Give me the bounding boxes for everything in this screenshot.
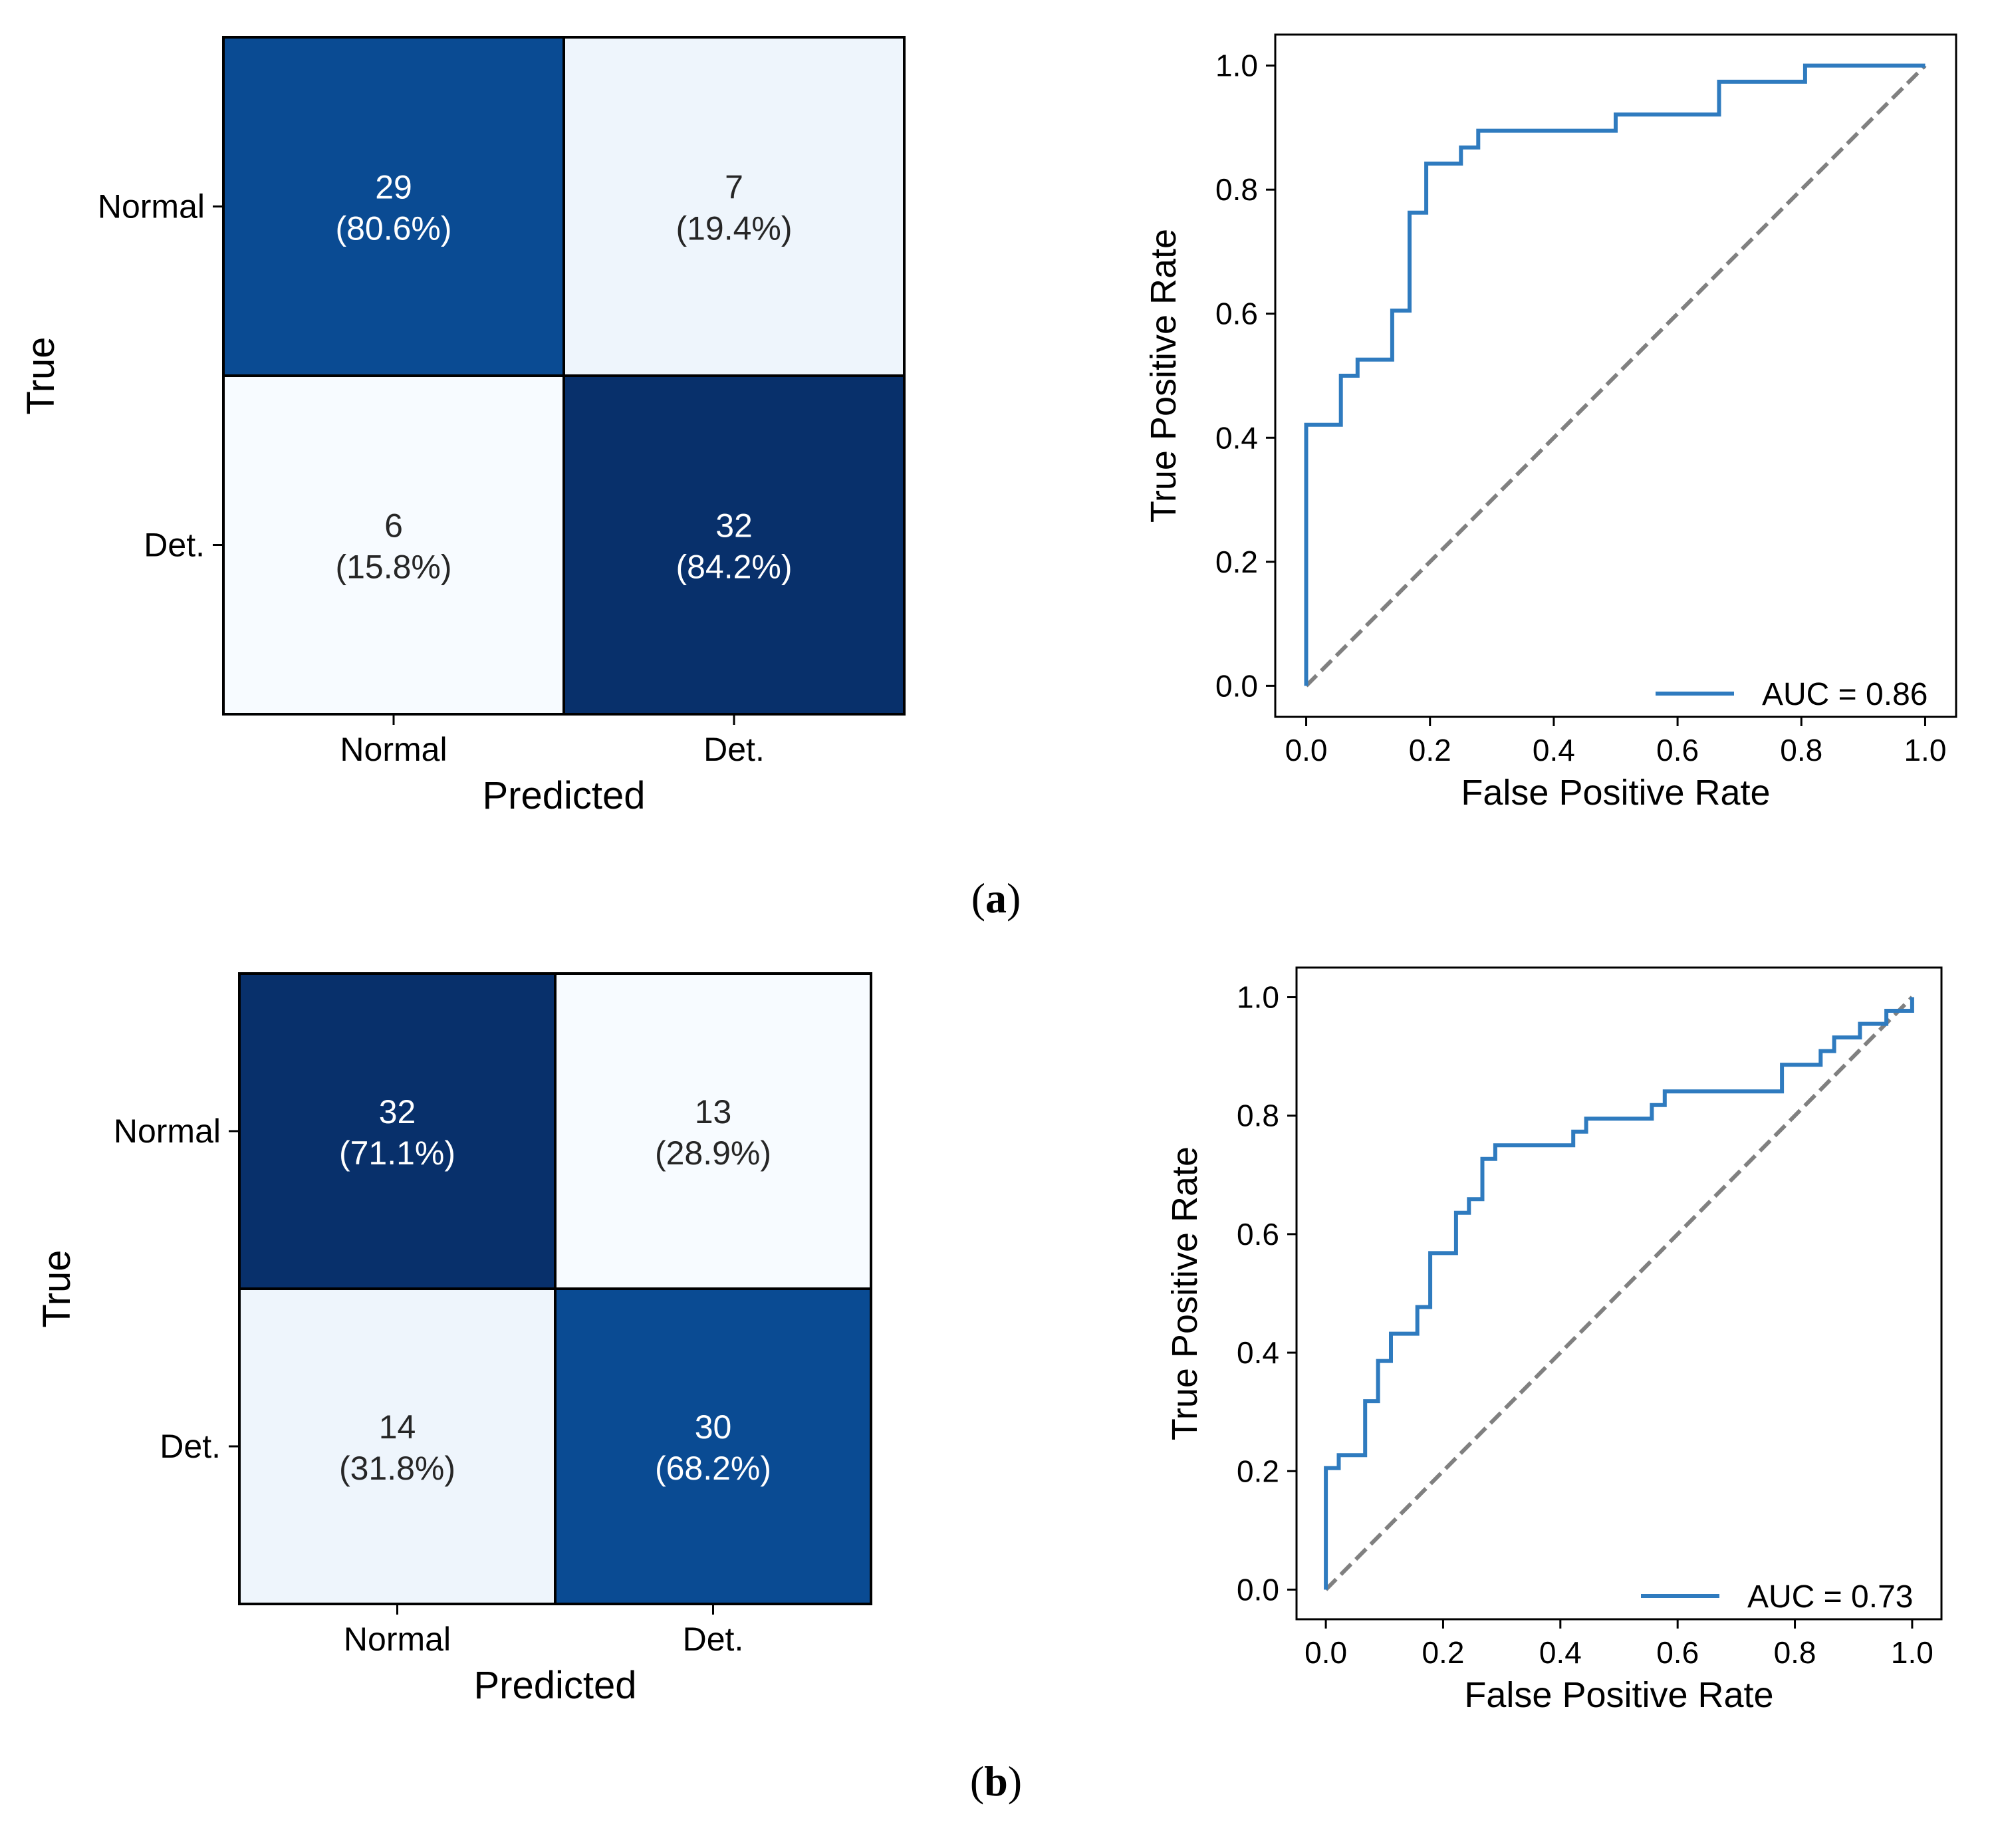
cm-cell: [554, 972, 872, 1290]
cm-x-axis-title: Predicted: [473, 1664, 636, 1707]
cm-x-tick-label: Normal: [340, 731, 447, 768]
roc-x-tick-label: 0.2: [1409, 733, 1451, 767]
cm-cell-count: 6: [384, 507, 403, 545]
roc-y-tick-label: 0.2: [1237, 1454, 1279, 1488]
cm-cell-percent: (19.4%): [676, 210, 792, 247]
cm-x-tick-label: Det.: [703, 731, 765, 768]
caption-a-close: ): [1007, 874, 1021, 922]
cm-frame: [222, 36, 906, 716]
roc-x-tick-label: 0.4: [1539, 1635, 1582, 1670]
cm-cell-count: 32: [715, 507, 753, 545]
roc-chance-diagonal: [1324, 995, 1914, 1591]
cm-cell: [238, 1287, 557, 1605]
roc-x-tick-label: 0.4: [1533, 733, 1575, 767]
cm-y-tick-label: Det.: [160, 1428, 221, 1465]
roc-axes-frame: [1295, 966, 1943, 1621]
cm-y-axis-title: True: [35, 1250, 78, 1327]
cm-y-tick-label: Normal: [114, 1113, 221, 1150]
caption-a-open: (: [971, 874, 985, 922]
roc-curve-a: 0.0 0.2 0.4 0.6 0.8 1.0 0.0 0.2 0.4 0.6 0.8 1.0 Fals…: [1144, 33, 1957, 813]
cm-y-tick-label: Normal: [98, 188, 205, 225]
roc-x-tick-label: 0.6: [1656, 733, 1699, 767]
roc-y-tick-label: 1.0: [1215, 49, 1258, 83]
cm-y-axis-title: True: [19, 336, 62, 414]
roc-y-tick-label: 0.4: [1237, 1335, 1279, 1370]
cm-cell: [562, 374, 906, 716]
roc-curve-b: 0.0 0.2 0.4 0.6 0.8 1.0 0.0 0.2 0.4 0.6 0.8 1.0 Fals…: [1165, 966, 1943, 1715]
cm-x-tick-label: Det.: [683, 1621, 744, 1658]
cm-cell: [562, 36, 906, 377]
cm-x-tick-label: Normal: [344, 1621, 451, 1658]
caption-a-letter: a: [985, 874, 1007, 922]
roc-series-line: [1304, 63, 1926, 686]
roc-x-axis-title: False Positive Rate: [1464, 1675, 1773, 1715]
roc-x-tick-label: 0.8: [1780, 733, 1822, 767]
cm-cell-count: 32: [379, 1093, 416, 1130]
cm-cell: [554, 1287, 872, 1605]
roc-series-line: [1324, 997, 1914, 1590]
cm-cell-percent: (68.2%): [655, 1450, 771, 1487]
cm-cell-percent: (28.9%): [655, 1134, 771, 1172]
cm-y-tick-label: Det.: [144, 527, 205, 564]
roc-y-axis-title: True Positive Rate: [1165, 1146, 1205, 1440]
roc-y-tick-label: 0.6: [1237, 1217, 1279, 1252]
roc-x-axis-title: False Positive Rate: [1461, 773, 1770, 813]
roc-axes-frame: [1274, 33, 1957, 718]
confusion-matrix-b: 32 (71.1%) 13 (28.9%) 14 (31.8%) 30 (68.2%) Norm…: [35, 972, 872, 1707]
roc-x-tick-label: 0.0: [1305, 1635, 1347, 1670]
cm-cell-count: 13: [695, 1093, 732, 1130]
cm-cell: [222, 374, 565, 716]
roc-y-axis-title: True Positive Rate: [1144, 229, 1183, 523]
roc-legend-label: AUC = 0.86: [1762, 677, 1928, 712]
cm-cell-percent: (15.8%): [335, 549, 451, 586]
caption-a: (a): [971, 874, 1021, 922]
roc-y-tick-label: 0.8: [1237, 1099, 1279, 1133]
caption-b-letter: b: [984, 1758, 1008, 1805]
cm-frame: [238, 972, 872, 1605]
cm-cell-percent: (71.1%): [339, 1134, 455, 1172]
roc-y-tick-label: 1.0: [1237, 980, 1279, 1015]
roc-y-tick-label: 0.6: [1215, 297, 1258, 331]
roc-y-tick-label: 0.0: [1237, 1572, 1279, 1607]
caption-b-close: ): [1008, 1758, 1022, 1805]
caption-b: (b): [970, 1758, 1022, 1805]
cm-cell-percent: (80.6%): [335, 210, 451, 247]
roc-x-tick-label: 0.6: [1656, 1635, 1699, 1670]
caption-b-open: (: [970, 1758, 984, 1805]
cm-cell-count: 14: [379, 1408, 416, 1446]
roc-y-tick-label: 0.4: [1215, 420, 1258, 455]
roc-x-tick-label: 0.0: [1285, 733, 1328, 767]
roc-x-tick-label: 1.0: [1904, 733, 1946, 767]
roc-y-tick-label: 0.8: [1215, 172, 1258, 207]
cm-cell: [222, 36, 565, 377]
roc-legend-label: AUC = 0.73: [1747, 1579, 1913, 1615]
cm-x-axis-title: Predicted: [482, 774, 645, 817]
cm-cell-percent: (31.8%): [339, 1450, 455, 1487]
confusion-matrix-a: 29 (80.6%) 7 (19.4%) 6 (15.8%) 32 (84.2%) Normal…: [19, 36, 906, 817]
roc-x-tick-label: 0.2: [1422, 1635, 1464, 1670]
roc-y-tick-label: 0.0: [1215, 668, 1258, 703]
cm-cell-count: 7: [725, 169, 743, 206]
cm-cell-count: 29: [375, 169, 412, 206]
roc-x-tick-label: 1.0: [1891, 1635, 1933, 1670]
roc-chance-diagonal: [1305, 64, 1927, 688]
cm-cell: [238, 972, 557, 1290]
roc-x-tick-label: 0.8: [1774, 1635, 1816, 1670]
cm-cell-count: 30: [695, 1408, 732, 1446]
roc-y-tick-label: 0.2: [1215, 545, 1258, 579]
cm-cell-percent: (84.2%): [676, 549, 792, 586]
